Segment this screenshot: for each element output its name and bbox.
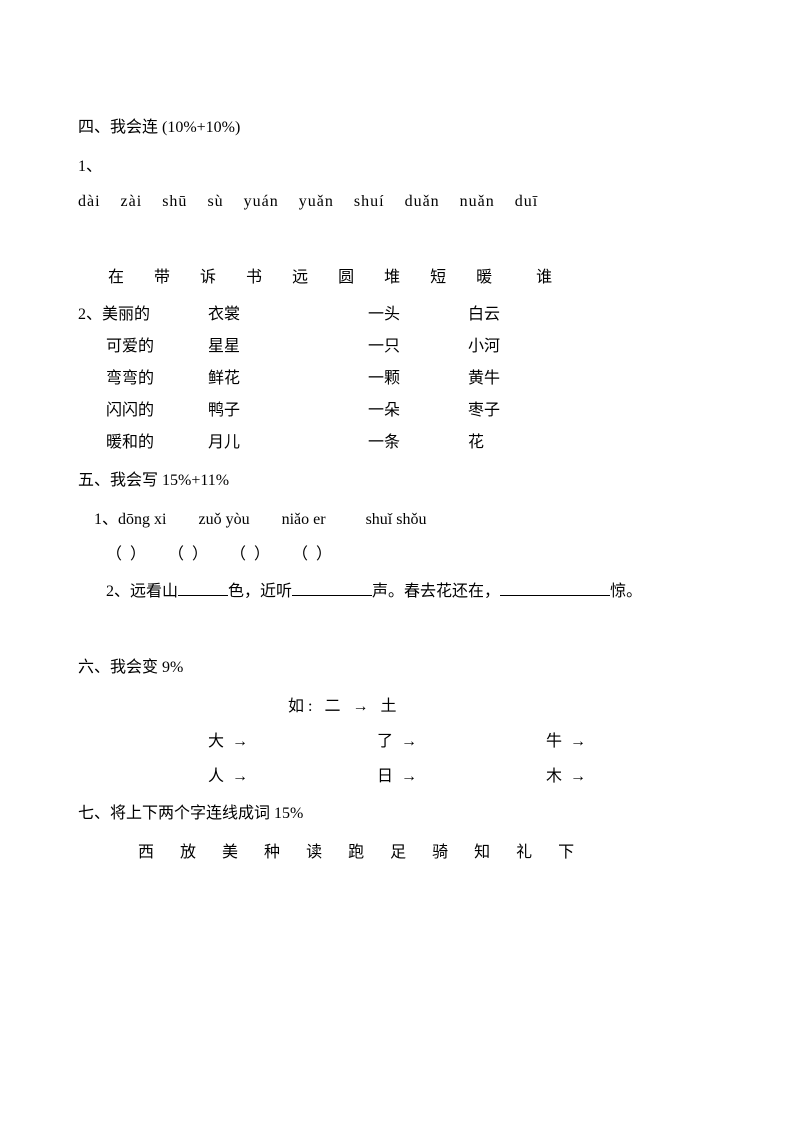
match-d: 白云 [468,299,568,331]
pinyin-word: niǎo er [282,511,326,528]
q5-1-label: 1、 [94,511,118,528]
char-row: 在 带 诉 书 远 圆 堆 短 暖 谁 [78,260,715,295]
section-5: 五、我会写 15%+11% 1、dōng xi zuǒ yòu niǎo er shu… [78,463,715,610]
match-b: 月儿 [208,427,368,459]
transform-cell: 人 → [208,759,377,794]
match-b: 鸭子 [208,395,368,427]
section-6-title: 六、我会变 9% [78,650,715,685]
paren-row: （ ） （ ） （ ） （ ） [78,537,715,572]
section-4-q1-label: 1、 [78,149,715,184]
paren: （ ） [292,537,334,572]
pinyin-word: zuǒ yòu [198,511,249,528]
char-item: 带 [154,260,170,295]
pinyin-item: yuǎn [299,184,334,219]
transform-row: 人 → 日 → 木 → [78,759,715,794]
match-a: 闪闪的 [78,395,208,427]
match-row: 暖和的 月儿 一条 花 [78,427,715,459]
transform-cell: 木 → [546,759,715,794]
match-c: 一朵 [368,395,468,427]
char-item: 知 [474,835,490,870]
match-d: 小河 [468,331,568,363]
char-item: 书 [246,260,262,295]
pinyin-item: shuí [354,184,385,219]
pinyin-item: sù [207,184,223,219]
transform-row: 大 → 了 → 牛 → [78,724,715,759]
match-d: 花 [468,427,568,459]
char-item: 在 [108,260,124,295]
transform-cell: 牛 → [546,724,715,759]
section-5-title: 五、我会写 15%+11% [78,463,715,498]
match-row: 2、美丽的 衣裳 一头 白云 [78,299,715,331]
match-c: 一头 [368,299,468,331]
char-item: 下 [558,835,574,870]
char-item: 暖 [476,260,492,295]
char-item: 跑 [348,835,364,870]
paren: （ ） [168,537,210,572]
pinyin-item: yuán [244,184,279,219]
transform-cell: 日 → [377,759,546,794]
section-6: 六、我会变 9% 如: 二 → 土 大 → 了 → 牛 → 人 → 日 → 木 … [78,650,715,795]
pinyin-word: dōng xi [118,511,166,528]
match-d: 枣子 [468,395,568,427]
q5-2-text: 声。春去花还在， [372,583,500,600]
pinyin-row: dài zài shū sù yuán yuǎn shuí duǎn nuǎn … [78,184,715,219]
q5-2-text: 惊。 [610,583,642,600]
match-a: 弯弯的 [78,363,208,395]
match-d: 黄牛 [468,363,568,395]
char-item: 足 [390,835,406,870]
q5-2-label: 2、 [106,583,130,600]
match-row: 弯弯的 鲜花 一颗 黄牛 [78,363,715,395]
char-item: 短 [430,260,446,295]
transform-cell: 大 → [208,724,377,759]
match-b: 鲜花 [208,363,368,395]
pinyin-item: zài [121,184,143,219]
match-c: 一颗 [368,363,468,395]
pinyin-word: shuǐ shǒu [366,511,427,528]
q5-2-text: 远看山 [130,583,178,600]
match-c: 一条 [368,427,468,459]
q2-label: 2、 [78,306,102,323]
match-a: 暖和的 [78,427,208,459]
section-7-title: 七、将上下两个字连线成词 15% [78,796,715,831]
pinyin-item: dài [78,184,101,219]
match-table-q2: 2、美丽的 衣裳 一头 白云 可爱的 星星 一只 小河 弯弯的 鲜花 一颗 黄牛… [78,299,715,459]
blank [292,579,372,597]
char-item: 礼 [516,835,532,870]
match-b: 衣裳 [208,299,368,331]
section-4-title: 四、我会连 (10%+10%) [78,110,715,145]
q5-2-text: 色，近听 [228,583,292,600]
blank [178,579,228,597]
match-c: 一只 [368,331,468,363]
char-item: 读 [306,835,322,870]
char-item: 种 [264,835,280,870]
transform-cell: 了 → [377,724,546,759]
char-item: 远 [292,260,308,295]
paren: （ ） [106,537,148,572]
char-item: 诉 [200,260,216,295]
match-row: 闪闪的 鸭子 一朵 枣子 [78,395,715,427]
q5-2: 2、远看山 色，近听 声。春去花还在， 惊。 [78,574,715,609]
section-7: 七、将上下两个字连线成词 15% 西 放 美 种 读 跑 足 骑 知 礼 下 [78,796,715,870]
char-item: 西 [138,835,154,870]
char-row-7: 西 放 美 种 读 跑 足 骑 知 礼 下 [78,835,715,870]
char-item: 圆 [338,260,354,295]
char-item: 放 [180,835,196,870]
paren: （ ） [230,537,272,572]
match-a: 可爱的 [78,331,208,363]
pinyin-item: nuǎn [460,184,495,219]
section-4: 四、我会连 (10%+10%) 1、 dài zài shū sù yuán y… [78,110,715,459]
match-b: 星星 [208,331,368,363]
char-item: 美 [222,835,238,870]
match-row: 可爱的 星星 一只 小河 [78,331,715,363]
char-item: 堆 [384,260,400,295]
char-item: 骑 [432,835,448,870]
char-item: 谁 [536,260,552,295]
pinyin-item: shū [162,184,187,219]
q5-1: 1、dōng xi zuǒ yòu niǎo er shuǐ shǒu [78,502,715,537]
pinyin-item: duǎn [405,184,440,219]
match-a: 美丽的 [102,306,150,323]
pinyin-item: duī [515,184,538,219]
example: 如: 二 → 土 [78,689,715,724]
blank [500,579,610,597]
